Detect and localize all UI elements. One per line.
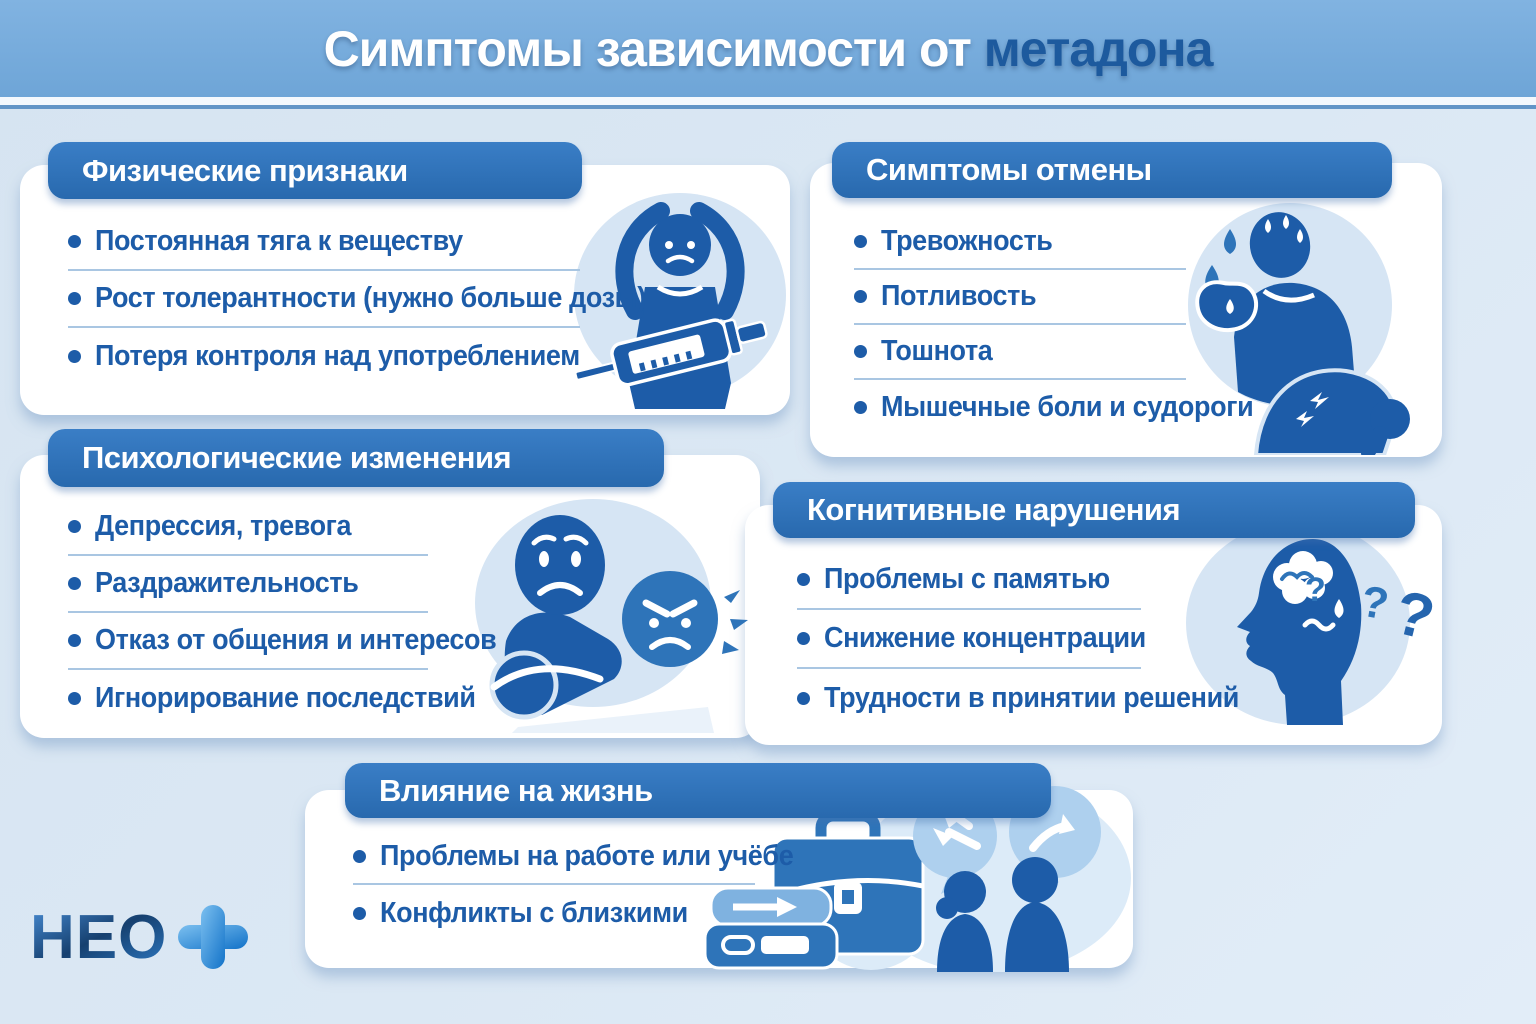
list-item: Мышечные боли и судороги xyxy=(854,380,1254,435)
list-item-label: Рост толерантности (нужно больше дозы) xyxy=(95,282,646,314)
page-title-accent: метадона xyxy=(983,21,1214,77)
bullet-icon xyxy=(797,632,810,645)
bullet-icon xyxy=(353,849,366,863)
card-title: Психологические изменения xyxy=(48,429,664,487)
bullet-icon xyxy=(854,401,867,414)
header-divider-white xyxy=(0,97,1536,105)
card-title: Симптомы отмены xyxy=(832,142,1392,198)
list-item: Потливость xyxy=(854,270,1186,325)
bullet-icon xyxy=(68,692,81,705)
bullet-icon xyxy=(854,290,867,303)
symptom-list: Постоянная тяга к веществу Рост толерант… xyxy=(68,214,646,385)
logo-text: НЕО xyxy=(30,904,167,970)
list-item-label: Конфликты с близкими xyxy=(380,896,688,929)
symptom-list: Проблемы на работе или учёбе Конфликты с… xyxy=(353,829,794,941)
list-item-label: Потеря контроля над употреблением xyxy=(95,340,580,372)
sweating-nausea-illustration xyxy=(1188,203,1410,455)
list-item-label: Потливость xyxy=(881,280,1037,312)
list-item: Рост толерантности (нужно больше дозы) xyxy=(68,271,646,328)
list-item-label: Раздражительность xyxy=(95,567,359,599)
plus-icon xyxy=(178,905,248,969)
card-life-impact: Влияние на жизнь Проблемы на работе или … xyxy=(305,763,1133,972)
brain-question-illustration: ? ? ? xyxy=(1186,521,1441,725)
headache-syringe-illustration xyxy=(574,193,786,409)
list-item-label: Игнорирование последствий xyxy=(95,682,476,714)
card-physical-signs: Физические признаки Постоянная тяга к ве… xyxy=(20,142,790,415)
bullet-icon xyxy=(797,692,810,705)
card-title: Физические признаки xyxy=(48,142,582,199)
sad-angry-faces-illustration xyxy=(475,499,748,733)
bullet-icon xyxy=(68,577,81,590)
card-psychological-changes: Психологические изменения Депрессия, тре… xyxy=(20,429,760,738)
bullet-icon xyxy=(68,292,81,305)
list-item-label: Тревожность xyxy=(881,225,1053,257)
bullet-icon xyxy=(854,235,867,248)
symptom-list: Депрессия, тревога Раздражительность Отк… xyxy=(68,499,497,727)
bullet-icon xyxy=(68,634,81,647)
list-item-label: Депрессия, тревога xyxy=(95,510,352,542)
page-title: Симптомы зависимости от метадона xyxy=(0,0,1536,99)
bullet-icon xyxy=(797,573,810,586)
work-conflict-illustration xyxy=(703,782,1131,972)
header-divider-blue xyxy=(0,105,1536,109)
neo-plus-logo: НЕО xyxy=(30,904,248,970)
list-item: Проблемы с памятью xyxy=(797,551,1141,610)
list-item: Конфликты с близкими xyxy=(353,885,755,941)
question-mark-icon: ? xyxy=(1305,571,1326,609)
list-item: Трудности в принятии решений xyxy=(797,669,1239,728)
card-title: Влияние на жизнь xyxy=(345,763,1051,818)
list-item: Раздражительность xyxy=(68,556,428,613)
bullet-icon xyxy=(353,906,366,920)
list-item-label: Постоянная тяга к веществу xyxy=(95,225,463,257)
header-band: Симптомы зависимости от метадона xyxy=(0,0,1536,97)
bullet-icon xyxy=(68,350,81,363)
list-item-label: Мышечные боли и судороги xyxy=(881,391,1254,423)
list-item: Постоянная тяга к веществу xyxy=(68,214,580,271)
bullet-icon xyxy=(68,520,81,533)
list-item: Снижение концентрации xyxy=(797,610,1146,669)
list-item-label: Тошнота xyxy=(881,335,993,367)
list-item: Тошнота xyxy=(854,325,1186,380)
list-item: Отказ от общения и интересов xyxy=(68,613,497,670)
symptom-list: Проблемы с памятью Снижение концентрации… xyxy=(797,551,1239,728)
list-item-label: Отказ от общения и интересов xyxy=(95,624,497,656)
list-item: Игнорирование последствий xyxy=(68,670,476,727)
symptom-list: Тревожность Потливость Тошнота Мышечные … xyxy=(854,215,1254,435)
list-item-label: Снижение концентрации xyxy=(824,622,1146,654)
list-item-label: Трудности в принятии решений xyxy=(824,682,1239,714)
list-item-label: Проблемы на работе или учёбе xyxy=(380,839,794,872)
page-title-main: Симптомы зависимости от xyxy=(323,21,984,77)
card-withdrawal-symptoms: Симптомы отмены Тревожность Потливость Т… xyxy=(810,142,1442,457)
list-item: Проблемы на работе или учёбе xyxy=(353,829,794,885)
list-item-label: Проблемы с памятью xyxy=(824,563,1110,595)
card-cognitive-impairment: Когнитивные нарушения Проблемы с памятью… xyxy=(745,482,1442,745)
bullet-icon xyxy=(854,345,867,358)
card-title: Когнитивные нарушения xyxy=(773,482,1415,538)
list-item: Депрессия, тревога xyxy=(68,499,428,556)
list-item: Потеря контроля над употреблением xyxy=(68,328,580,385)
list-item: Тревожность xyxy=(854,215,1186,270)
bullet-icon xyxy=(68,235,81,248)
